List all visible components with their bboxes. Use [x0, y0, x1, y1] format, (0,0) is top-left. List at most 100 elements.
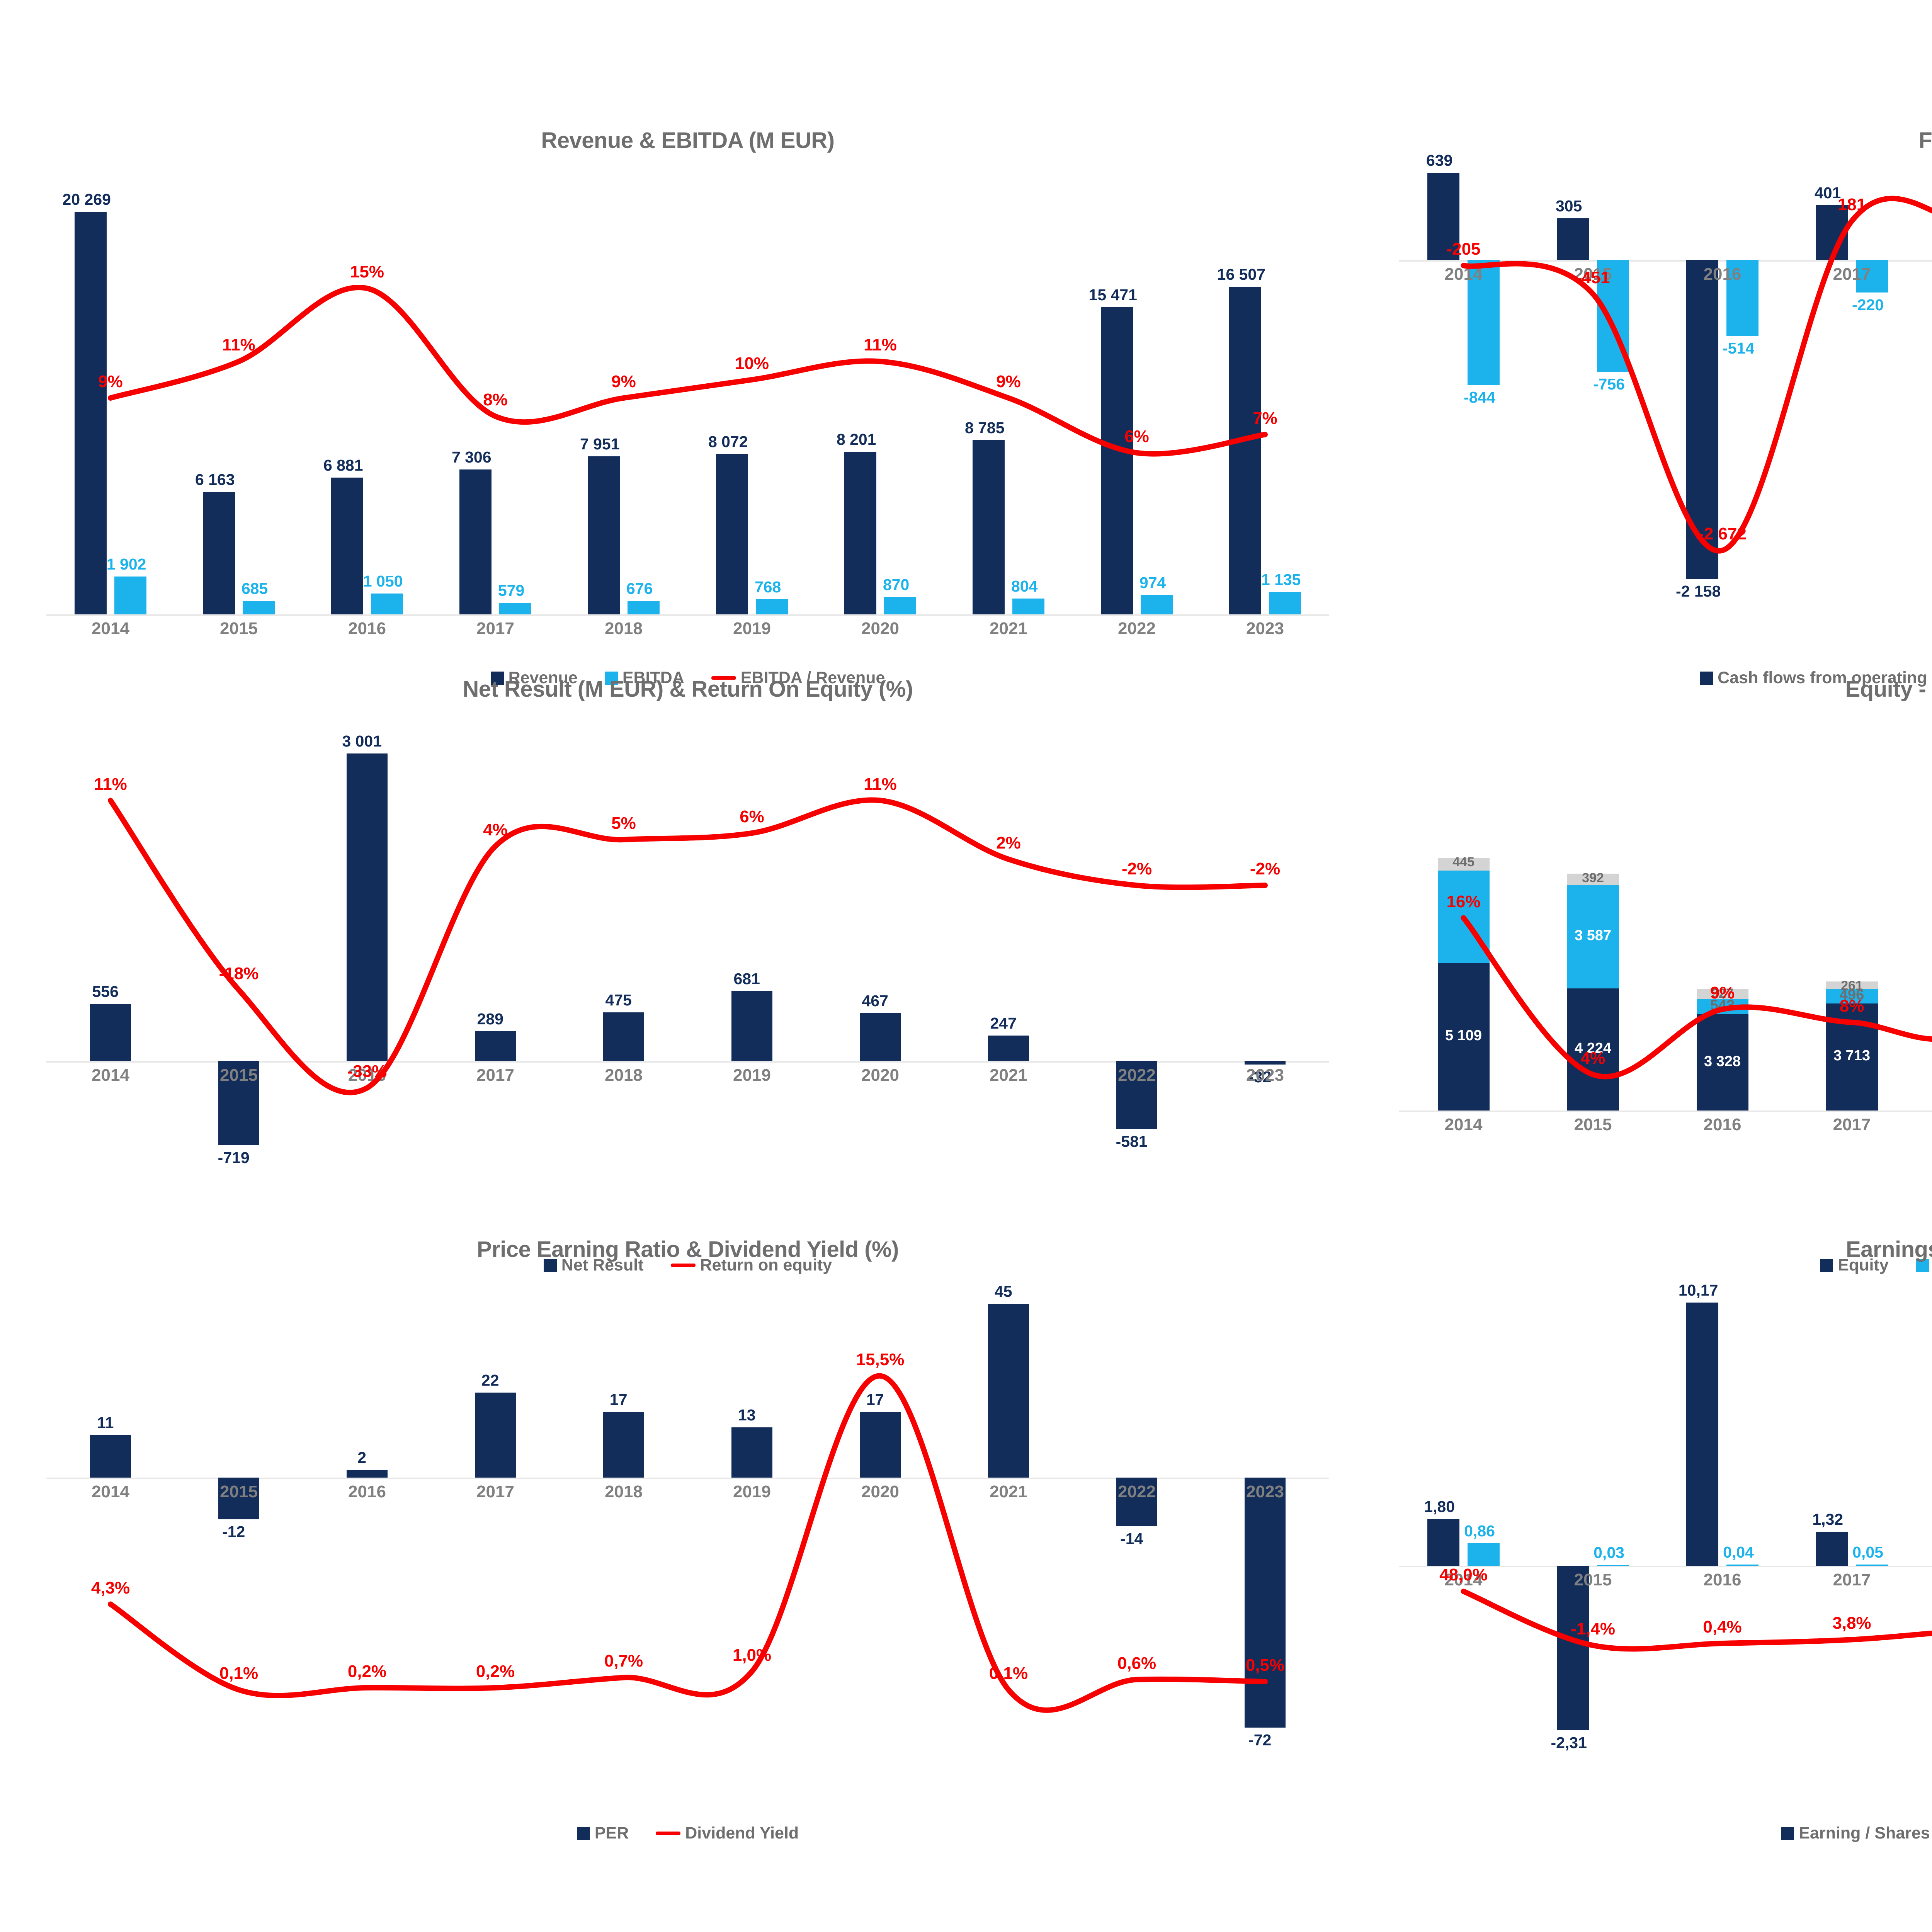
line-value-label: -451: [1576, 268, 1610, 287]
bar-value-label: -514: [1723, 339, 1755, 357]
bar-revenue: [459, 469, 492, 614]
bar-per: [988, 1303, 1029, 1478]
legend-line-swatch: [656, 1832, 681, 1835]
bar-value-label: 408: [1923, 184, 1932, 200]
line-value-label: 9%: [98, 372, 123, 391]
x-axis-tick-2015: 2015: [1574, 1115, 1612, 1134]
x-axis-tick-2020: 2020: [861, 1065, 899, 1085]
bar-slot: -2,31 0,03: [1528, 1283, 1658, 1750]
line-value-label: 4%: [483, 820, 508, 839]
legend-item[interactable]: EBITDA: [604, 668, 684, 687]
bar-slot: -719: [175, 730, 303, 1165]
x-axis-tick-2023: 2023: [1246, 1065, 1284, 1085]
line-value-label: 3,8%: [1832, 1614, 1871, 1633]
bar-slot: 681: [688, 730, 816, 1151]
legend-item[interactable]: Net Result: [543, 1256, 644, 1275]
legend-swatch: [604, 671, 618, 685]
chart-legend-earnings-dividends-per-share: Earning / SharesDividends / Shares% of d…: [1399, 1824, 1932, 1843]
legend-item[interactable]: Net debt: [1915, 1256, 1932, 1275]
x-axis-tick-2018: 2018: [1917, 265, 1932, 284]
bar-slot: 8 201 870: [816, 182, 944, 614]
x-axis-tick-2018: 2018: [1917, 1115, 1932, 1134]
legend-label: EBITDA / Revenue: [740, 668, 885, 687]
line-value-label: 1,0%: [732, 1645, 772, 1665]
bar-value-label: 22: [481, 1371, 499, 1389]
legend-swatch: [543, 1259, 557, 1272]
x-axis-tick-2018: 2018: [605, 1482, 643, 1501]
bar-net-result: [346, 753, 388, 1061]
legend-label: Dividend Yield: [685, 1824, 799, 1842]
plot-area-per-dividend-yield: 11 -12 2 22 17 13 17 45 -14 -72 2014 2015 2016 2017 20…: [46, 1283, 1329, 1749]
x-axis-tick-2017: 2017: [1833, 1115, 1871, 1134]
zero-axis-line: [1399, 1111, 1932, 1112]
legend-label: Equity: [1838, 1256, 1889, 1274]
bar-value-label: 392: [1582, 870, 1604, 885]
bar-slot: 7 306 579: [431, 182, 560, 614]
bar-net-debt: [1437, 871, 1490, 963]
legend-item[interactable]: EBITDA / Revenue: [711, 668, 885, 687]
bar-cash-flows-from-operating-activities: [1557, 218, 1589, 260]
bars-layer: 5 109 445 4 224 3 587 392 3 328 543 327 3 713 496…: [1399, 719, 1932, 1182]
bar-slot: 408-283: [1917, 166, 1932, 603]
bar-revenue: [331, 478, 363, 614]
legend-item[interactable]: Earning / Shares: [1781, 1824, 1930, 1843]
legend-item[interactable]: Equity: [1820, 1256, 1889, 1275]
bar-value-label: 305: [1555, 197, 1582, 215]
bar-value-label: 1 135: [1261, 570, 1301, 588]
bar-earning-shares: [1816, 1531, 1848, 1566]
line-value-label: 15%: [350, 262, 384, 282]
chart-title-revenue-ebitda: Revenue & EBITDA (M EUR): [541, 128, 835, 153]
bar-value-label: 639: [1426, 151, 1453, 170]
bar-value-label: 7 306: [451, 448, 492, 466]
bar-value-label: 0,03: [1594, 1543, 1624, 1561]
bar-value-label: 870: [883, 576, 910, 594]
bar-value-label: -2 158: [1676, 582, 1721, 600]
line-value-label: 11%: [94, 774, 127, 794]
bar-per: [859, 1412, 901, 1478]
legend-item[interactable]: Return on equity: [670, 1256, 832, 1275]
bar-value-label: 6 881: [323, 456, 363, 474]
bar-slot: -72: [1201, 1291, 1329, 1749]
bar-value-label: 8 201: [836, 430, 876, 448]
legend-item[interactable]: Revenue: [490, 668, 578, 687]
x-axis-tick-2019: 2019: [733, 1065, 771, 1085]
bar-net-result: [90, 1004, 131, 1061]
x-axis-tick-2017: 2017: [476, 619, 514, 638]
line-value-label: 48,0%: [1439, 1565, 1488, 1585]
bar-slot: 20 269 1 902: [46, 182, 175, 614]
x-axis-tick-2022: 2022: [1118, 1065, 1156, 1085]
legend-swatch: [1915, 1259, 1929, 1272]
legend-item[interactable]: PER: [577, 1824, 629, 1843]
bar-value-label: -12: [222, 1522, 245, 1541]
bar-value-label: 16 507: [1217, 265, 1265, 283]
bar-value-label: 0,86: [1464, 1522, 1495, 1540]
chart-title-equity-netdebt-roce: Equity - Net Debt (M EUR) & ROCE (%): [1845, 677, 1932, 702]
bar-revenue: [716, 454, 748, 614]
bar-slot: 1,32 0,05: [1787, 1283, 1917, 1743]
legend-item[interactable]: Dividend Yield: [656, 1824, 799, 1843]
plot-area-net-result-roe: 556 -719 3 001 289 475 681 467 247 -581 -32 2014 20…: [46, 730, 1329, 1165]
bar-value-label: 3 001: [342, 732, 382, 750]
chart-title-free-cash-flow: Free Cash Flow (M EUR): [1918, 128, 1932, 153]
legend-item[interactable]: Cash flows from operating activities: [1700, 668, 1932, 687]
chart-legend-free-cash-flow: Cash flows from operating activitiesCapi…: [1399, 668, 1932, 687]
x-axis-tick-2019: 2019: [733, 619, 771, 638]
legend-swatch: [1820, 1259, 1833, 1272]
x-axis-tick-2014: 2014: [1444, 1115, 1483, 1134]
bar-value-label: -2,31: [1551, 1733, 1587, 1752]
bar-value-label: 17: [609, 1390, 628, 1408]
x-axis-tick-2021: 2021: [990, 1482, 1027, 1501]
legend-label: PER: [594, 1824, 629, 1842]
bar-value-label: 2: [357, 1448, 367, 1466]
bars-layer: 20 269 1 902 6 163 685 6 881 1 050 7 306 579 7 9…: [46, 182, 1329, 614]
bar-value-label: 4 027: [1917, 1044, 1932, 1059]
bar-value-label: 1 050: [363, 572, 403, 590]
bar-ebitda: [628, 601, 660, 614]
bar-value-label: 0,04: [1723, 1543, 1754, 1561]
chart-panel-free-cash-flow: Free Cash Flow (M EUR) 639 -844 305 -756 -2 1…: [1399, 128, 1932, 730]
bar-dividends-shares: [1597, 1565, 1629, 1566]
chart-legend-revenue-ebitda: Revenue EBITDA EBITDA / Revenue: [46, 668, 1329, 687]
x-axis-tick-2016: 2016: [1703, 1570, 1742, 1589]
x-axis-tick-2016: 2016: [348, 619, 386, 638]
bar-value-label: -72: [1248, 1731, 1272, 1749]
